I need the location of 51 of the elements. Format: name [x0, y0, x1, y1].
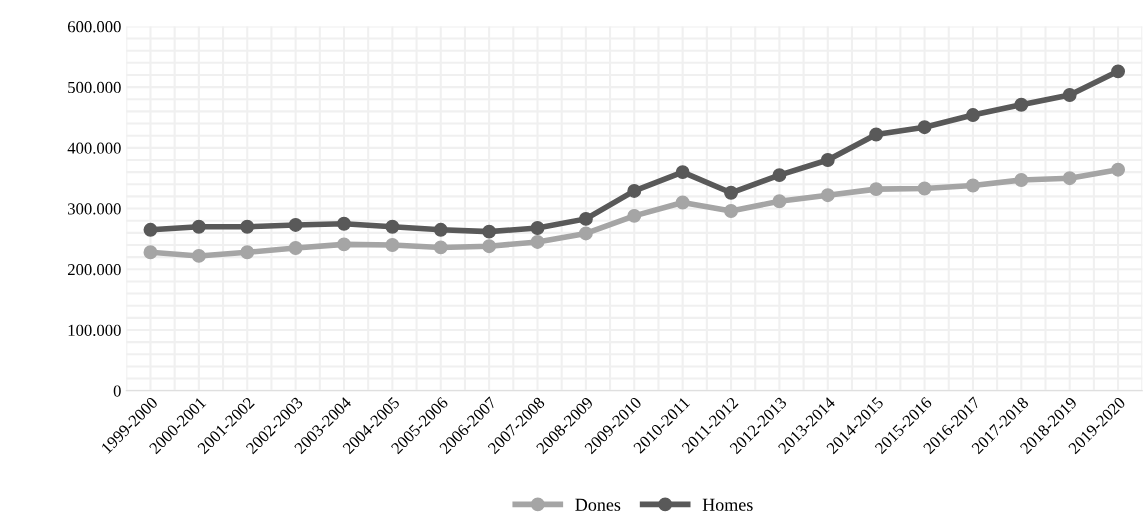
y-tick-label: 300.000: [68, 203, 121, 215]
point: [143, 222, 158, 237]
point: [530, 221, 545, 235]
point: [240, 245, 255, 260]
point: [1014, 97, 1029, 112]
point: [530, 235, 545, 249]
point: [578, 211, 593, 226]
point: [675, 165, 690, 180]
point: [143, 245, 158, 260]
point: [917, 181, 932, 196]
point: [1111, 64, 1126, 79]
point: [724, 204, 738, 218]
point: [1111, 162, 1126, 177]
point: [772, 168, 787, 183]
point: [965, 108, 980, 122]
point: [627, 184, 642, 198]
legend-label: Dones: [575, 498, 621, 511]
point: [337, 237, 351, 252]
point: [385, 238, 400, 252]
point: [288, 218, 303, 232]
point: [385, 219, 400, 234]
point: [627, 208, 642, 223]
point: [433, 240, 448, 255]
point: [869, 127, 884, 142]
y-tick-label: 0: [113, 385, 121, 397]
point: [772, 194, 787, 209]
point: [578, 226, 593, 241]
point: [1062, 88, 1077, 102]
point: [240, 219, 255, 234]
point: [917, 120, 932, 135]
point: [1062, 171, 1077, 186]
y-tick-label: 400.000: [67, 142, 121, 154]
y-tick-label: 500.000: [68, 81, 121, 94]
point: [337, 216, 351, 231]
point: [1014, 173, 1029, 187]
point: [482, 224, 497, 239]
point: [724, 185, 738, 200]
y-tick-label: 200.000: [67, 263, 121, 276]
point: [288, 241, 303, 255]
point: [675, 195, 690, 210]
point: [820, 188, 835, 203]
point: [820, 153, 835, 167]
point: [965, 178, 980, 193]
point: [869, 182, 884, 197]
point: [482, 239, 497, 254]
y-tick-label: 100.000: [68, 324, 121, 337]
point: [433, 222, 448, 237]
point: [191, 248, 206, 263]
legend-label: Homes: [702, 498, 753, 511]
y-tick-label: 600.000: [67, 21, 121, 33]
point: [191, 219, 206, 234]
